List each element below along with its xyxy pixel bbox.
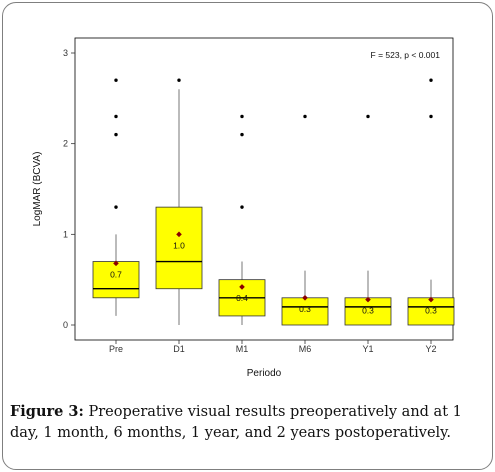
outlier-point <box>240 132 244 137</box>
box-iqr <box>92 261 140 299</box>
mean-label: 0.4 <box>236 293 248 303</box>
y-tick-label: 0 <box>63 320 68 330</box>
y-tick-label: 2 <box>63 139 68 149</box>
outlier-point <box>429 114 433 119</box>
box-y1: 0.3 <box>344 114 392 326</box>
x-tick-label: M6 <box>299 344 312 354</box>
figure-caption: Figure 3: Preoperative visual results pr… <box>10 401 486 444</box>
mean-label: 1.0 <box>173 240 185 250</box>
box-m1: 0.4 <box>218 114 266 325</box>
box-iqr <box>281 297 329 326</box>
outlier-point <box>366 114 370 119</box>
mean-marker <box>428 296 434 303</box>
outlier-point <box>429 78 433 82</box>
y-tick-label: 1 <box>63 229 68 239</box>
mean-marker <box>239 284 245 290</box>
caption-label: Figure 3: <box>10 403 84 420</box>
box-m6: 0.3 <box>281 114 329 326</box>
x-tick-label: M1 <box>236 344 249 354</box>
outlier-point <box>114 114 118 119</box>
mean-marker <box>365 296 371 303</box>
caption-text: Preoperative visual results preoperative… <box>10 404 462 441</box>
box-series: 0.7 1.0 0.4 0.3 0.3 0.3 <box>92 78 455 326</box>
mean-label: 0.3 <box>425 306 437 316</box>
mean-label: 0.3 <box>299 304 311 314</box>
box-plot: 0 1 2 3 Pre D1 M1 M6 Y1 Y2 0.7 1.0 0.4 0.3 0.3 0.3 F … <box>32 37 455 379</box>
mean-label: 0.7 <box>110 269 122 279</box>
x-axis: Pre D1 M1 M6 Y1 Y2 <box>109 340 437 354</box>
mean-marker <box>302 295 308 301</box>
x-axis-title: Periodo <box>247 368 282 379</box>
x-tick-label: Y1 <box>362 344 373 354</box>
plot-area-border <box>74 37 454 341</box>
outlier-point <box>177 78 181 82</box>
y-tick-label: 3 <box>63 48 68 58</box>
x-tick-label: Y2 <box>425 344 436 354</box>
outlier-point <box>114 205 118 209</box>
box-d1: 1.0 <box>155 78 203 325</box>
mean-marker <box>176 231 182 238</box>
box-pre: 0.7 <box>92 78 140 316</box>
outlier-point <box>240 114 244 119</box>
mean-label: 0.3 <box>362 306 374 316</box>
y-axis-title: LogMAR (BCVA) <box>32 152 43 227</box>
stats-annotation: F = 523, p < 0.001 <box>371 50 441 60</box>
y-axis: 0 1 2 3 <box>63 48 75 330</box>
outlier-point <box>303 114 307 119</box>
mean-marker <box>113 260 119 267</box>
outlier-point <box>114 132 118 137</box>
box-y2: 0.3 <box>407 78 455 326</box>
x-tick-label: D1 <box>173 344 185 354</box>
x-tick-label: Pre <box>109 344 123 354</box>
outlier-point <box>114 78 118 82</box>
box-iqr <box>155 206 203 290</box>
outlier-point <box>240 205 244 209</box>
